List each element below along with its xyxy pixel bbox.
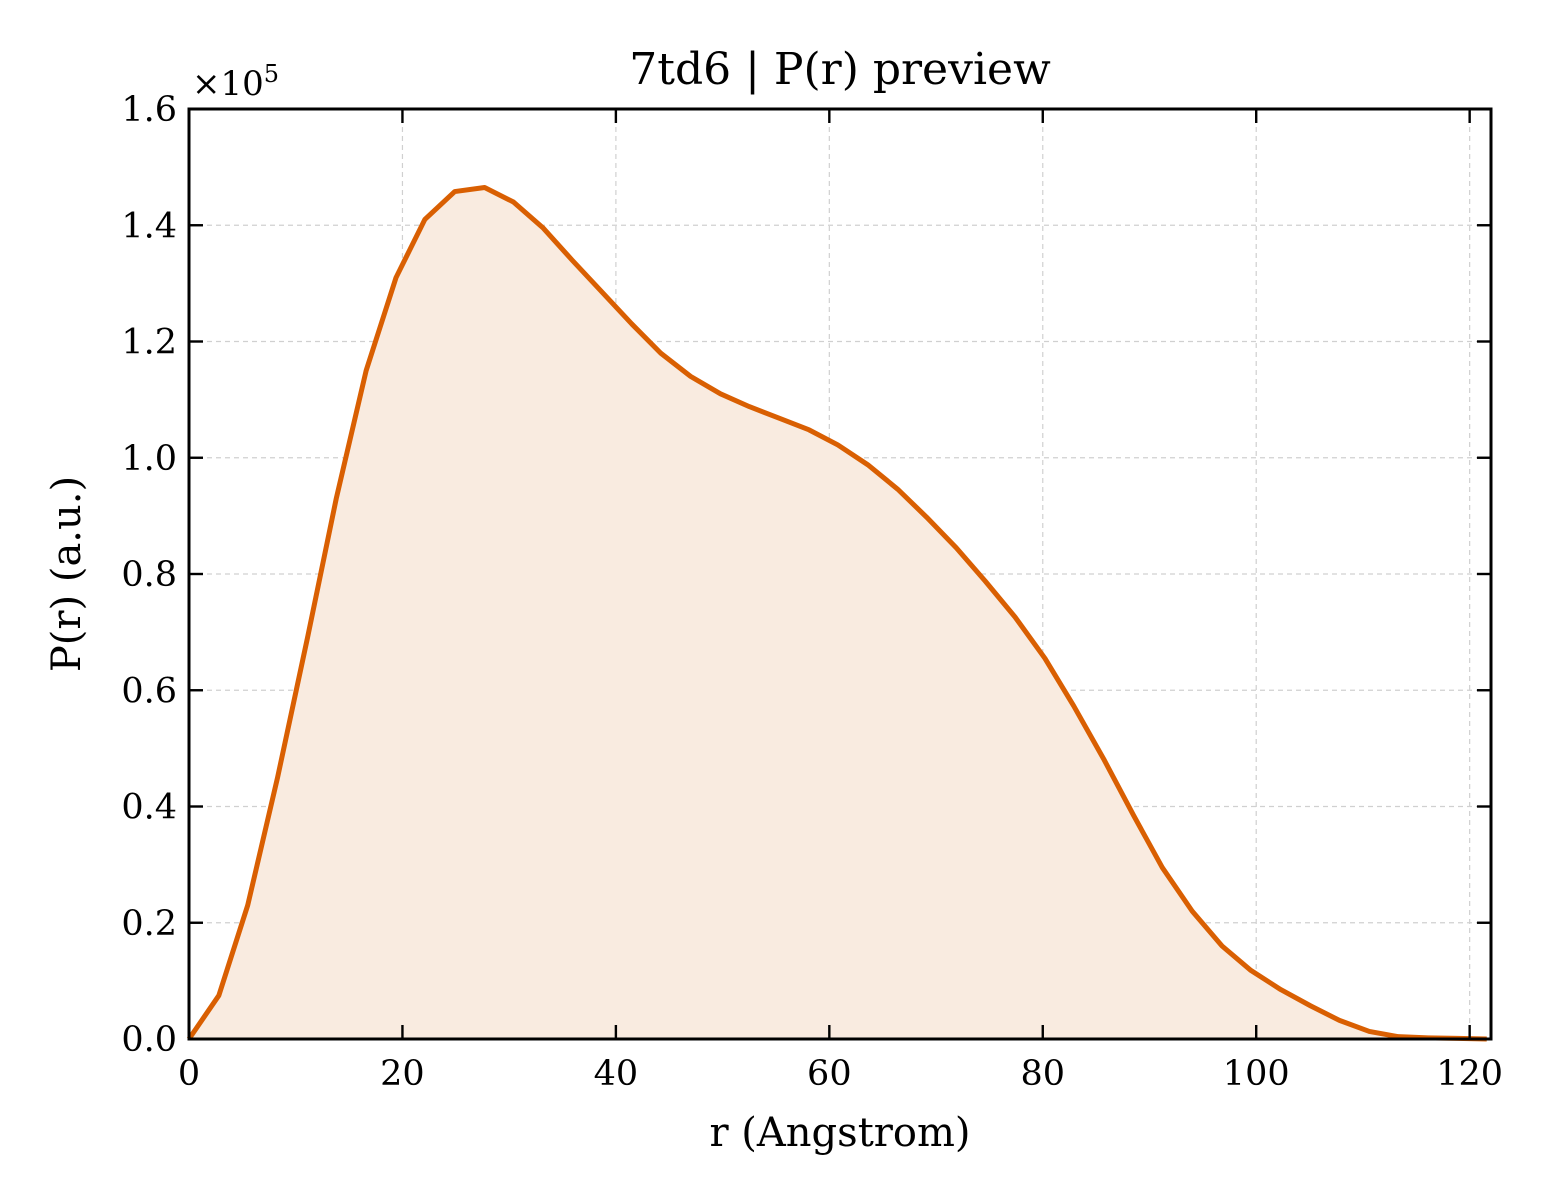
chart-title: 7td6 | P(r) preview (629, 44, 1051, 95)
x-tick-label: 80 (1020, 1054, 1065, 1094)
x-axis-label: r (Angstrom) (709, 1110, 970, 1156)
x-tick-label: 120 (1436, 1054, 1503, 1094)
x-tick-label: 0 (178, 1054, 200, 1094)
y-offset-base: ×10 (192, 64, 264, 104)
y-offset-exponent: 5 (264, 60, 279, 88)
y-tick-label: 0.4 (121, 788, 177, 828)
y-tick-label: 0.6 (121, 671, 177, 711)
pr-series-line (186, 184, 1487, 1042)
y-tick-label: 1.2 (121, 323, 177, 363)
y-tick-label: 0.0 (121, 1020, 177, 1060)
x-tick-label: 40 (594, 1054, 639, 1094)
y-tick-label: 0.2 (121, 904, 177, 944)
y-axis-ticks: 0.0 0.2 0.4 0.6 0.8 1.0 1.2 1.4 1.6 (121, 90, 1491, 1060)
y-axis-offset-label: ×105 (192, 60, 279, 104)
x-axis-ticks: 0 20 40 60 80 100 120 (178, 109, 1503, 1094)
y-axis-label: P(r) (a.u.) (44, 476, 90, 672)
x-tick-label: 20 (380, 1054, 425, 1094)
y-tick-label: 1.6 (121, 90, 177, 130)
y-tick-label: 1.4 (121, 206, 177, 246)
pr-area-fill (189, 187, 1487, 1040)
y-tick-label: 0.8 (121, 555, 177, 595)
x-tick-label: 100 (1223, 1054, 1290, 1094)
y-tick-label: 1.0 (121, 439, 177, 479)
x-tick-label: 60 (807, 1054, 852, 1094)
